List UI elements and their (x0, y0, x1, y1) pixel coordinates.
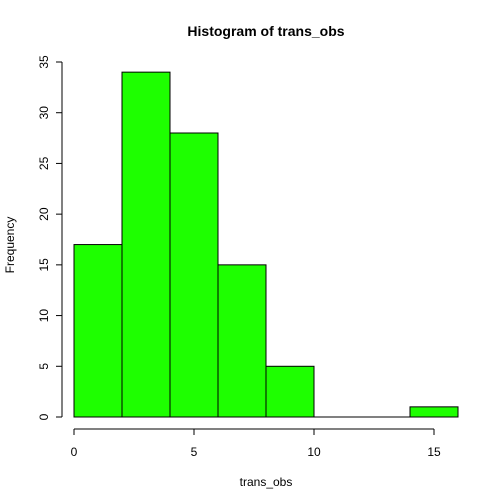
y-tick-label: 35 (37, 55, 51, 69)
x-axis: 0 5 10 15 (71, 428, 441, 459)
histogram-bar (121, 71, 171, 418)
chart-title: Histogram of trans_obs (187, 23, 344, 39)
x-axis-label: trans_obs (240, 475, 293, 489)
histogram-bar (169, 132, 219, 418)
y-tick-label: 10 (37, 309, 51, 323)
histogram-bar (73, 244, 123, 418)
histogram-bar (217, 264, 267, 418)
x-tick-label: 15 (427, 445, 441, 459)
y-axis: 0 5 10 15 20 25 30 35 (37, 55, 63, 420)
y-axis-label: Frequency (3, 217, 17, 274)
x-tick-label: 0 (71, 445, 78, 459)
y-tick-label: 15 (37, 258, 51, 272)
y-tick-label: 20 (37, 207, 51, 221)
y-tick-label: 25 (37, 156, 51, 170)
histogram-bar (409, 406, 459, 418)
histogram-bar (265, 365, 315, 418)
x-tick-label: 5 (191, 445, 198, 459)
x-tick-label: 10 (307, 445, 321, 459)
y-tick-label: 5 (37, 363, 51, 370)
bars-group (73, 71, 459, 418)
y-tick-label: 30 (37, 106, 51, 120)
y-tick-label: 0 (37, 413, 51, 420)
